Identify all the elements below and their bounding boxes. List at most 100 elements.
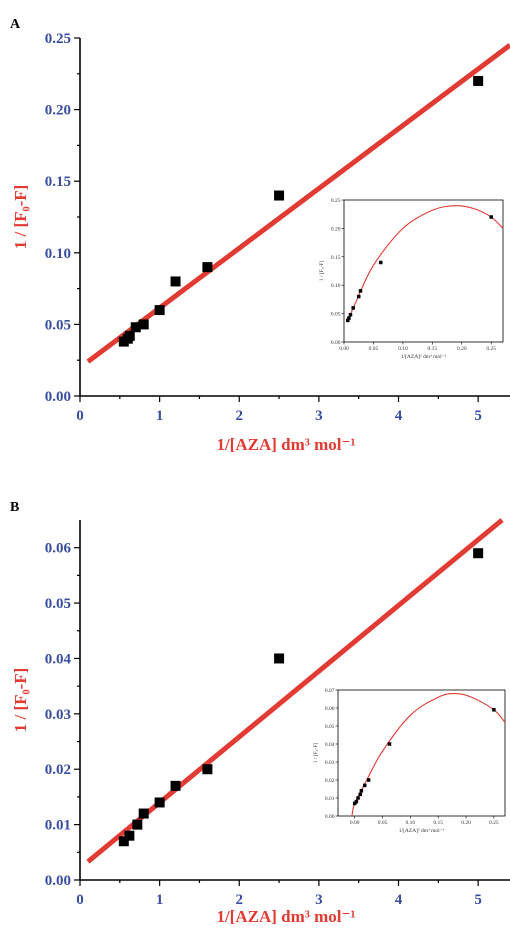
data-point <box>473 75 484 86</box>
panel-label: A <box>10 17 21 32</box>
inset-data-point <box>356 294 361 299</box>
inset-y-tick-label: 0.02 <box>325 778 335 784</box>
x-axis-title: 1/[AZA] dm³ mol⁻¹ <box>216 907 355 926</box>
x-tick-label: 1 <box>156 408 164 424</box>
inset-x-axis-title: 1/[AZA]² dm³ mol⁻¹ <box>399 828 445 834</box>
data-point <box>118 836 129 847</box>
data-point <box>170 276 181 287</box>
y-axis-title: 1 / [F₀-F] <box>11 668 30 733</box>
y-axis-title: 1 / [F₀-F] <box>11 185 30 250</box>
inset-x-tick-label: 0.10 <box>398 346 408 352</box>
x-tick-label: 5 <box>474 408 482 424</box>
inset-data-point <box>356 796 360 800</box>
inset-y-tick-label: 0.05 <box>331 312 341 318</box>
y-tick-label: 0.00 <box>45 389 71 405</box>
y-tick-label: 0.25 <box>45 31 71 47</box>
data-point <box>138 319 149 330</box>
inset-y-tick-label: 0.05 <box>325 724 335 730</box>
inset-y-tick-label: 0.06 <box>325 706 335 712</box>
inset-y-tick-label: 0.04 <box>325 742 335 748</box>
y-tick-label: 0.10 <box>45 246 71 262</box>
data-point <box>473 548 484 559</box>
panel-b: B 0 1 2 3 4 5 0.00 0.01 0.02 0.03 0.04 0.05 0.06 1/[AZ… <box>10 500 510 926</box>
inset-x-tick-label: 0.00 <box>339 346 349 352</box>
inset-y-tick-label: 0.07 <box>325 688 335 694</box>
data-point <box>124 830 135 841</box>
inset-y-tick-label: 0.01 <box>325 796 335 802</box>
y-tick-label: 0.01 <box>45 818 71 834</box>
y-tick-label: 0.06 <box>45 541 72 557</box>
inset-data-point <box>358 289 363 293</box>
inset-x-tick-label: 0.15 <box>428 346 438 352</box>
y-tick-label: 0.15 <box>45 174 71 190</box>
inset-data-point <box>366 778 371 782</box>
inset-data-point <box>387 742 392 746</box>
x-tick-label: 5 <box>474 892 482 908</box>
inset-x-tick-label: 0.05 <box>369 346 379 352</box>
inset-data-point <box>379 260 383 265</box>
inset-data-point <box>489 215 493 219</box>
x-tick-label: 2 <box>236 408 244 424</box>
inset-data-point <box>354 799 359 804</box>
inset-data-point <box>359 789 364 793</box>
inset-data-point <box>351 306 355 310</box>
y-tick-label: 0.02 <box>45 762 71 778</box>
inset-x-axis-title: 1/[AZA]² dm³ mol⁻¹ <box>401 354 447 360</box>
inset-y-tick-label: 0.15 <box>331 255 341 261</box>
inset-x-tick-label: 0.25 <box>489 820 499 826</box>
inset-y-tick-label: 0.00 <box>325 814 335 820</box>
panel-a: A 0 1 2 3 4 5 0.00 0.05 0.10 0.15 0.20 0.25 1/[AZA] d… <box>10 17 510 454</box>
panel-label: B <box>10 500 19 515</box>
x-tick-label: 4 <box>395 408 403 424</box>
inset-data-point <box>348 312 353 317</box>
inset-y-tick-label: 0.00 <box>331 340 341 346</box>
data-point <box>202 764 213 775</box>
x-tick-label: 3 <box>315 892 323 908</box>
inset-a: 0.00 0.05 0.10 0.15 0.20 0.25 0.00 0.05 0.10 0.15… <box>319 198 504 360</box>
inset-y-tick-label: 0.25 <box>331 198 341 204</box>
inset-frame <box>343 199 504 343</box>
inset-data-point <box>492 708 496 712</box>
data-point <box>124 330 135 341</box>
x-tick-label: 0 <box>76 408 84 424</box>
inset-y-tick-label: 0.03 <box>325 760 335 766</box>
data-point <box>130 322 141 333</box>
x-tick-label: 2 <box>236 892 244 908</box>
inset-x-tick-label: 0.10 <box>406 820 416 826</box>
inset-y-tick-label: 0.20 <box>331 226 341 232</box>
y-tick-label: 0.05 <box>45 596 71 612</box>
data-point <box>138 808 149 819</box>
inset-x-tick-label: 0.20 <box>461 820 471 826</box>
data-point <box>202 262 213 273</box>
inset-frame <box>337 689 506 817</box>
data-point <box>132 819 143 830</box>
data-point <box>154 305 165 316</box>
y-tick-label: 0.05 <box>45 317 71 333</box>
inset-x-tick-label: 0.20 <box>457 346 467 352</box>
y-tick-label: 0.03 <box>45 707 71 723</box>
x-axis-title: 1/[AZA] dm³ mol⁻¹ <box>216 435 355 454</box>
inset-data-point <box>358 792 363 797</box>
inset-x-tick-label: 0.15 <box>433 820 443 826</box>
inset-b: 0.00 0.05 0.10 0.15 0.20 0.25 0.00 0.01 0.02 0.03… <box>313 688 506 834</box>
inset-data-point <box>346 318 350 323</box>
y-tick-label: 0.04 <box>45 651 72 667</box>
inset-data-point <box>362 783 367 788</box>
data-point <box>170 780 181 791</box>
data-point <box>274 190 285 201</box>
inset-y-axis-title: 1 / [F₀-F] <box>319 261 325 282</box>
inset-x-tick-label: 0.25 <box>486 346 496 352</box>
x-tick-label: 3 <box>315 408 323 424</box>
y-tick-label: 0.20 <box>45 103 71 119</box>
x-tick-label: 1 <box>156 892 164 908</box>
data-point <box>154 797 165 808</box>
inset-fit-curve <box>347 205 504 322</box>
inset-x-tick-label: 0.05 <box>378 820 388 826</box>
data-point <box>274 653 285 664</box>
inset-data-point <box>352 801 357 806</box>
x-tick-label: 0 <box>76 892 84 908</box>
inset-data-point <box>347 316 351 320</box>
x-tick-label: 4 <box>395 892 403 908</box>
inset-x-tick-label: 0.00 <box>350 820 360 826</box>
